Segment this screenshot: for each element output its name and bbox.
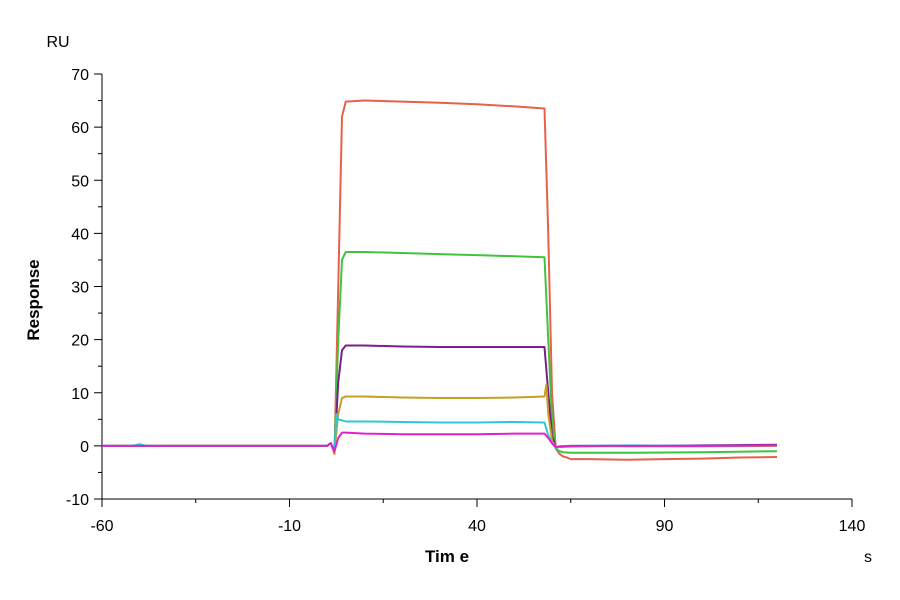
x-unit-label: s [864,549,872,566]
series-line-4 [102,383,778,453]
y-tick-label: -10 [66,492,89,509]
y-tick-label: 10 [71,386,89,403]
x-tick-label: 140 [839,518,866,535]
y-tick-label: 20 [71,333,89,350]
y-tick-label: 50 [71,173,89,190]
x-tick-label: 40 [468,518,486,535]
x-tick-label: -10 [278,518,301,535]
x-axis-title: Tim e [425,547,469,566]
x-tick-label: -60 [90,518,113,535]
series-layer [102,99,778,461]
x-tick-label: 90 [656,518,674,535]
series-line-6 [102,431,778,453]
y-tick-label: 30 [71,280,89,297]
y-axis-title: Response [24,259,43,340]
y-tick-label: 60 [71,120,89,137]
series-line-1 [102,99,778,461]
series-line-2 [102,250,778,454]
y-unit-label: RU [46,34,69,51]
y-tick-label: 0 [80,439,89,456]
y-tick-label: 40 [71,226,89,243]
y-tick-label: 70 [71,67,89,84]
